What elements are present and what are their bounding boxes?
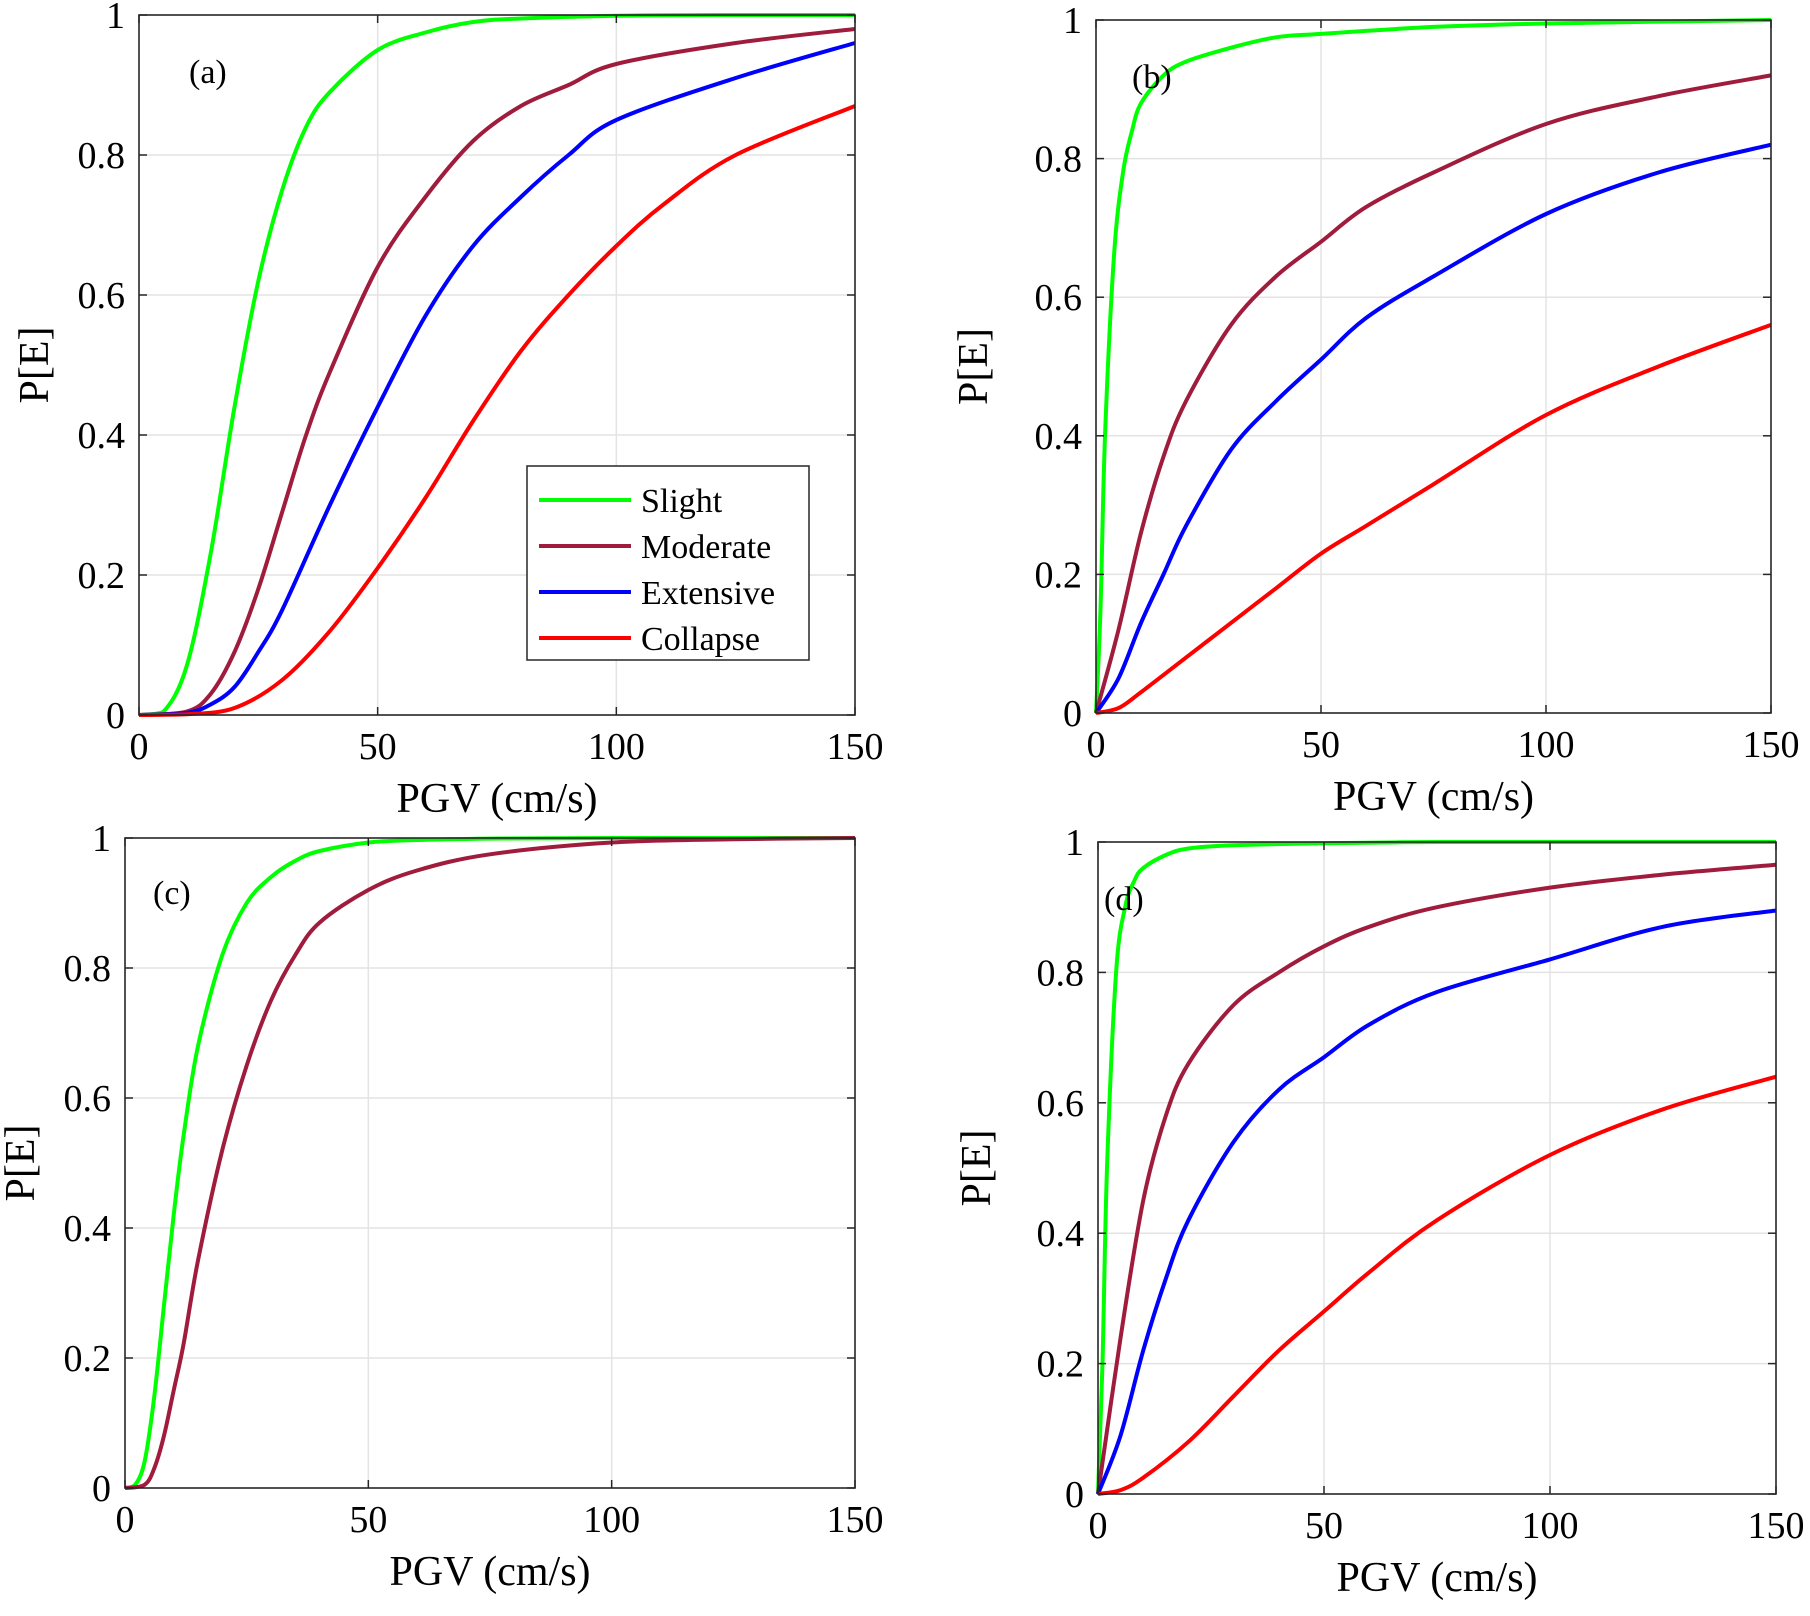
series-line-collapse: [1097, 1074, 1777, 1496]
series-line-collapse: [138, 104, 856, 717]
y-tick-label: 0.4: [1035, 416, 1083, 458]
y-tick-label: 0.8: [64, 948, 112, 990]
x-tick-label: 0: [1089, 1505, 1108, 1547]
y-tick-label: 0.2: [78, 555, 126, 597]
panel-c: 0 50 100 150 0 0.2 0.4 0.6 0.8 1 PGV (cm/s) P[E] (c): [0, 818, 884, 1595]
y-tick-label: 1: [1065, 822, 1084, 864]
x-axis-label: PGV (cm/s): [389, 1549, 590, 1595]
y-tick-label: 0.6: [78, 275, 126, 317]
y-axis-label: P[E]: [951, 328, 997, 405]
y-axis-label: P[E]: [954, 1130, 1000, 1207]
x-tick-label: 150: [827, 1499, 884, 1541]
x-tick-label: 150: [827, 726, 884, 768]
panel-label: (c): [153, 875, 191, 912]
y-tick-label: 0.4: [78, 415, 126, 457]
y-tick-label: 0.6: [1037, 1083, 1085, 1125]
x-tick-label: 150: [1743, 724, 1800, 766]
axes-frame: [124, 837, 856, 1489]
series-line-moderate: [1094, 73, 1772, 714]
legend-label-extensive: Extensive: [641, 575, 775, 612]
plot-area: [1098, 842, 1776, 1494]
series-line-extensive: [1094, 142, 1772, 715]
y-axis-label: P[E]: [0, 1125, 44, 1202]
axes-frame: [1097, 841, 1777, 1495]
panel-label: (d): [1104, 881, 1144, 918]
y-tick-label: 0.8: [1037, 952, 1085, 994]
legend-label-slight: Slight: [641, 483, 723, 520]
y-tick-label: 0.2: [64, 1338, 112, 1380]
y-tick-label: 0.4: [1037, 1213, 1085, 1255]
x-tick-label: 100: [1522, 1505, 1579, 1547]
series-line-moderate: [124, 836, 856, 1490]
y-tick-label: 1: [92, 818, 111, 860]
x-tick-label: 50: [1302, 724, 1340, 766]
legend: Slight Moderate Extensive Collapse: [526, 465, 810, 661]
series-line-moderate: [138, 27, 856, 717]
x-axis-label: PGV (cm/s): [1336, 1555, 1537, 1601]
y-tick-label: 0.8: [1035, 139, 1083, 181]
series-line-slight: [138, 12, 855, 717]
y-tick-label: 0: [1063, 693, 1082, 735]
series-line-collapse: [1095, 323, 1772, 715]
panel-label: (b): [1132, 59, 1172, 96]
series-line-moderate: [1096, 862, 1777, 1495]
plot-area: [125, 838, 855, 1488]
x-tick-label: 50: [1305, 1505, 1343, 1547]
y-tick-label: 0: [92, 1468, 111, 1510]
y-tick-label: 0.6: [64, 1078, 112, 1120]
legend-label-collapse: Collapse: [641, 621, 760, 658]
y-tick-label: 0.6: [1035, 277, 1083, 319]
x-tick-label: 0: [1087, 724, 1106, 766]
legend-label-moderate: Moderate: [641, 529, 771, 566]
plot-area: [1096, 20, 1771, 713]
y-tick-label: 1: [106, 0, 125, 37]
y-axis-label: P[E]: [12, 327, 58, 404]
panel-a: 0 50 100 150 0 0.2 0.4 0.6 0.8 1 PGV (cm/s) P[E] (a)…: [12, 0, 884, 822]
y-tick-label: 0.2: [1037, 1344, 1085, 1386]
panel-label: (a): [189, 54, 227, 91]
y-tick-label: 0: [1065, 1474, 1084, 1516]
x-axis-label: PGV (cm/s): [396, 776, 597, 822]
x-axis-label: PGV (cm/s): [1333, 774, 1534, 820]
y-tick-label: 0.8: [78, 135, 126, 177]
panel-b: 0 50 100 150 0 0.2 0.4 0.6 0.8 1 PGV (cm/s) P[E] (b): [951, 0, 1800, 820]
y-tick-label: 1: [1063, 0, 1082, 42]
axes-frame: [1095, 19, 1772, 714]
panel-d: 0 50 100 150 0 0.2 0.4 0.6 0.8 1 PGV (cm/s) P[E] (d): [954, 822, 1805, 1601]
x-tick-label: 50: [349, 1499, 387, 1541]
y-tick-label: 0.4: [64, 1208, 112, 1250]
x-tick-label: 150: [1748, 1505, 1805, 1547]
x-tick-label: 100: [588, 726, 645, 768]
x-tick-label: 100: [583, 1499, 640, 1541]
y-tick-label: 0.2: [1035, 554, 1083, 596]
x-tick-label: 50: [359, 726, 397, 768]
x-tick-label: 100: [1518, 724, 1575, 766]
series-line-extensive: [138, 41, 856, 717]
axes-frame: [138, 14, 856, 716]
series-line-extensive: [1096, 908, 1777, 1495]
y-tick-label: 0: [106, 695, 125, 737]
x-tick-label: 0: [116, 1499, 135, 1541]
x-tick-label: 0: [130, 726, 149, 768]
series-line-slight: [1094, 18, 1772, 714]
